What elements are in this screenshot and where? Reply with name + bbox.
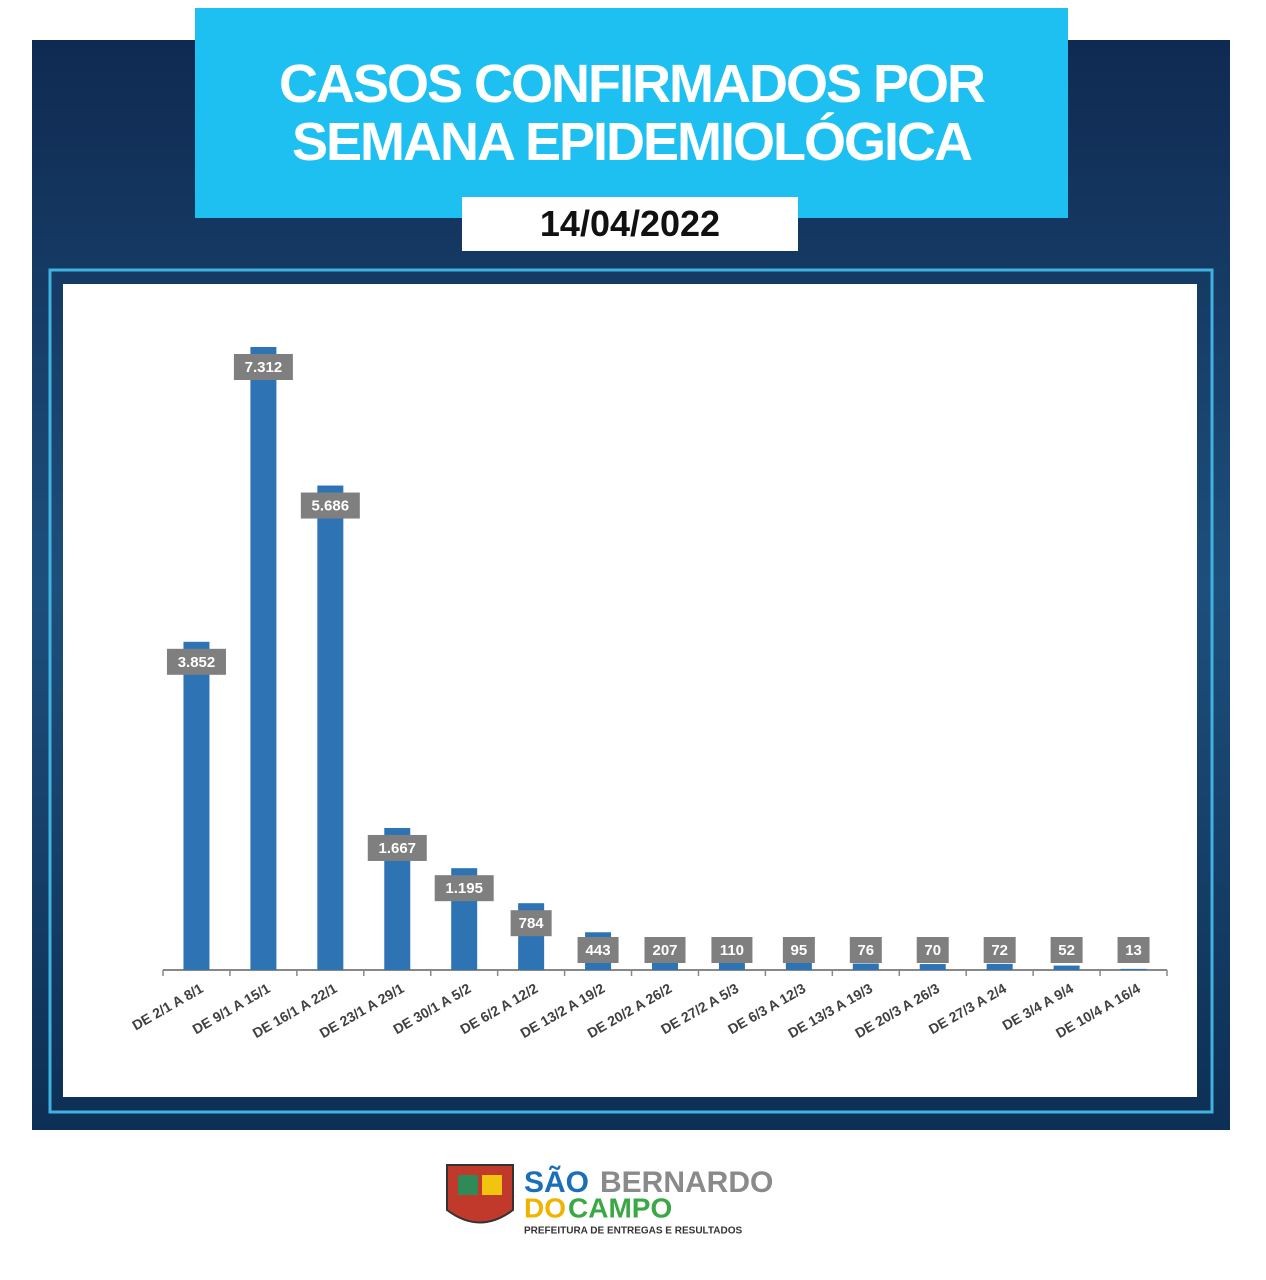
logo-crest-part: [482, 1175, 502, 1195]
bar: [183, 641, 210, 970]
title-box: CASOS CONFIRMADOS POR SEMANA EPIDEMIOLÓG…: [195, 8, 1068, 218]
value-label-box: [983, 937, 1016, 963]
value-label-box: [1117, 937, 1150, 963]
logo-text: CAMPO: [568, 1192, 672, 1223]
value-label-box: [434, 875, 494, 902]
value-label: 207: [652, 942, 677, 959]
bar: [785, 961, 812, 970]
value-label: 784: [519, 915, 545, 932]
chart-title: CASOS CONFIRMADOS POR SEMANA EPIDEMIOLÓG…: [278, 54, 986, 172]
bar: [718, 960, 745, 970]
value-label: 76: [857, 942, 874, 959]
logo-text: DO: [524, 1192, 566, 1223]
bar: [986, 963, 1013, 970]
bar: [919, 964, 946, 970]
value-label-box: [300, 492, 360, 519]
bar: [1120, 968, 1147, 970]
value-label-box: [1050, 937, 1083, 963]
value-label: 72: [991, 942, 1008, 959]
value-label: 3.852: [178, 654, 216, 671]
plot-area: [63, 284, 1197, 1097]
logo-tagline: PREFEITURA DE ENTREGAS E RESULTADOS: [524, 1226, 742, 1237]
logo-text: BERNARDO: [600, 1166, 773, 1199]
value-label: 1.667: [378, 840, 416, 857]
value-label-box: [367, 834, 427, 861]
value-label: 1.195: [445, 880, 483, 897]
bar: [852, 963, 879, 970]
logo-crest: [446, 1164, 514, 1224]
logo-crest-part: [458, 1175, 478, 1195]
value-label: 13: [1125, 942, 1142, 959]
value-label: 110: [720, 942, 744, 959]
value-label-box: [782, 937, 815, 963]
value-label-box: [916, 937, 949, 963]
value-label-box: [233, 354, 293, 380]
frame: [48, 268, 1214, 1114]
bar: [250, 347, 277, 970]
value-label: 95: [791, 942, 808, 959]
bar: [317, 485, 344, 970]
chart-subtitle: 14/04/2022: [462, 197, 798, 251]
value-label: 52: [1058, 942, 1075, 959]
value-label: 7.312: [245, 359, 283, 376]
value-label-box: [644, 937, 686, 963]
value-label-box: [711, 937, 753, 963]
value-label-box: [849, 937, 882, 963]
value-label: 443: [586, 942, 611, 959]
value-label-box: [510, 910, 552, 937]
logo: SÃO BERNARDO DO CAMPO PREFEITURA DE ENTR…: [446, 1164, 773, 1237]
value-label-box: [577, 937, 619, 963]
value-label: 5.686: [312, 498, 350, 515]
bar: [1053, 965, 1080, 970]
logo-text: SÃO: [524, 1165, 589, 1199]
value-label: 70: [924, 942, 941, 959]
value-label-box: [166, 648, 226, 675]
